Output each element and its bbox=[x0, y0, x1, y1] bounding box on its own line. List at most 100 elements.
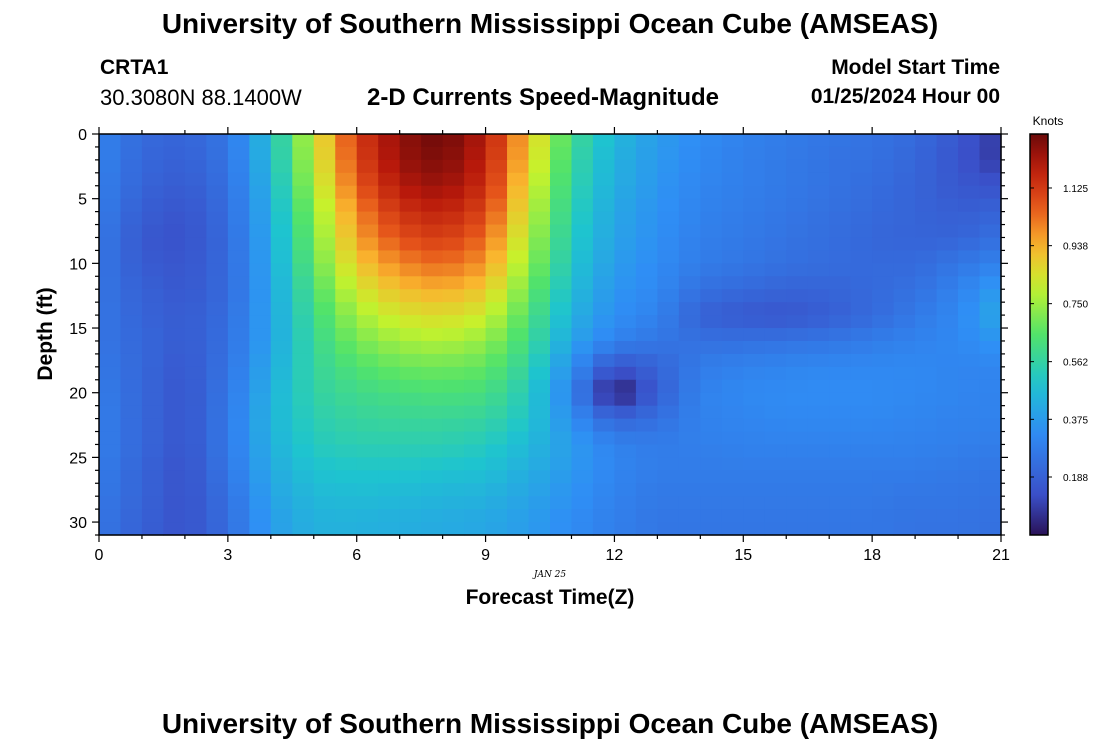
heatmap-cell bbox=[99, 134, 122, 148]
heatmap-cell bbox=[893, 457, 916, 471]
heatmap-cell bbox=[915, 315, 938, 329]
heatmap-cell bbox=[99, 172, 122, 187]
heatmap-cell bbox=[829, 146, 852, 161]
heatmap-cell bbox=[99, 302, 122, 316]
heatmap-cell bbox=[657, 328, 680, 342]
heatmap-cell bbox=[829, 405, 852, 420]
heatmap-cell bbox=[464, 366, 487, 381]
heatmap-cell bbox=[721, 353, 744, 368]
heatmap-cell bbox=[872, 146, 895, 161]
heatmap-cell bbox=[635, 250, 658, 264]
heatmap-cell bbox=[979, 172, 1002, 187]
heatmap-cell bbox=[141, 340, 165, 355]
heatmap-cell bbox=[163, 483, 186, 497]
heatmap-cell bbox=[721, 276, 744, 290]
heatmap-cell bbox=[936, 172, 959, 187]
heatmap-cell bbox=[807, 263, 830, 277]
heatmap-cell bbox=[872, 315, 895, 329]
heatmap-cell bbox=[249, 340, 272, 355]
heatmap-cell bbox=[592, 276, 616, 290]
heatmap-cell bbox=[764, 392, 787, 407]
date-label: JAN 25 bbox=[532, 570, 567, 580]
heatmap-cell bbox=[958, 444, 981, 458]
heatmap-cell bbox=[678, 431, 701, 446]
heatmap-cell bbox=[99, 431, 122, 446]
heatmap-cell bbox=[227, 457, 250, 471]
heatmap-cell bbox=[635, 276, 658, 290]
heatmap-cell bbox=[829, 509, 852, 523]
heatmap-cell bbox=[528, 509, 551, 523]
heatmap-cell bbox=[850, 211, 873, 226]
heatmap-cell bbox=[399, 237, 422, 252]
heatmap-cell bbox=[335, 146, 358, 161]
heatmap-cell bbox=[550, 159, 573, 174]
heatmap-cell bbox=[227, 522, 250, 536]
heatmap-cell bbox=[249, 483, 272, 497]
heatmap-cell bbox=[227, 470, 250, 484]
heatmap-cell bbox=[915, 444, 938, 458]
heatmap-cell bbox=[571, 418, 594, 433]
heatmap-cell bbox=[872, 276, 895, 290]
heatmap-cell bbox=[979, 134, 1002, 148]
heatmap-cell bbox=[764, 431, 787, 446]
heatmap-cell bbox=[786, 470, 809, 484]
heatmap-cell bbox=[700, 289, 723, 303]
heatmap-cell bbox=[721, 263, 744, 277]
heatmap-cell bbox=[270, 418, 293, 433]
heatmap-cell bbox=[786, 134, 809, 148]
heatmap-cell bbox=[249, 457, 272, 471]
heatmap-cell bbox=[184, 457, 207, 471]
heatmap-cell bbox=[764, 328, 787, 342]
heatmap-cell bbox=[485, 431, 508, 446]
heatmap-cell bbox=[120, 211, 143, 226]
heatmap-cell bbox=[227, 444, 250, 458]
heatmap-cell bbox=[614, 237, 637, 252]
heatmap-cell bbox=[635, 159, 658, 174]
heatmap-cell bbox=[592, 379, 616, 394]
heatmap-cell bbox=[657, 263, 680, 277]
heatmap-cell bbox=[335, 457, 358, 471]
heatmap-cell bbox=[592, 522, 616, 536]
heatmap-cell bbox=[399, 457, 422, 471]
heatmap-cell bbox=[893, 431, 916, 446]
heatmap-cell bbox=[700, 457, 723, 471]
heatmap-cell bbox=[378, 405, 401, 420]
heatmap-cell bbox=[485, 302, 508, 316]
heatmap-cell bbox=[249, 315, 272, 329]
heatmap-cell bbox=[635, 366, 658, 381]
heatmap-cell bbox=[292, 431, 315, 446]
heatmap-cell bbox=[635, 353, 658, 368]
heatmap-cell bbox=[227, 198, 250, 213]
heatmap-cell bbox=[807, 522, 830, 536]
heatmap-cell bbox=[313, 250, 336, 264]
heatmap-cell bbox=[485, 263, 508, 277]
heatmap-cell bbox=[399, 353, 422, 368]
heatmap-cell bbox=[829, 392, 852, 407]
heatmap-cell bbox=[270, 315, 293, 329]
heatmap-cell bbox=[313, 405, 336, 420]
heatmap-cell bbox=[464, 392, 487, 407]
heatmap-cell bbox=[743, 405, 766, 420]
heatmap-cell bbox=[700, 392, 723, 407]
heatmap-cell bbox=[829, 224, 852, 239]
heatmap-cell bbox=[635, 522, 658, 536]
heatmap-cell bbox=[936, 522, 959, 536]
heatmap-cell bbox=[485, 250, 508, 264]
heatmap-cell bbox=[206, 185, 229, 200]
heatmap-cell bbox=[206, 224, 229, 239]
heatmap-cell bbox=[872, 237, 895, 252]
heatmap-cell bbox=[120, 379, 143, 394]
x-tick-label: 9 bbox=[481, 547, 490, 564]
heatmap-cell bbox=[550, 172, 573, 187]
heatmap-cell bbox=[442, 237, 465, 252]
heatmap-cell bbox=[270, 211, 293, 226]
heatmap-cell bbox=[270, 509, 293, 523]
heatmap-cell bbox=[141, 250, 165, 264]
heatmap-cell bbox=[206, 276, 229, 290]
heatmap-cell bbox=[464, 237, 487, 252]
heatmap-cell bbox=[270, 366, 293, 381]
heatmap-cell bbox=[979, 340, 1002, 355]
heatmap-cell bbox=[141, 483, 165, 497]
heatmap-cell bbox=[163, 263, 186, 277]
heatmap-cell bbox=[850, 315, 873, 329]
